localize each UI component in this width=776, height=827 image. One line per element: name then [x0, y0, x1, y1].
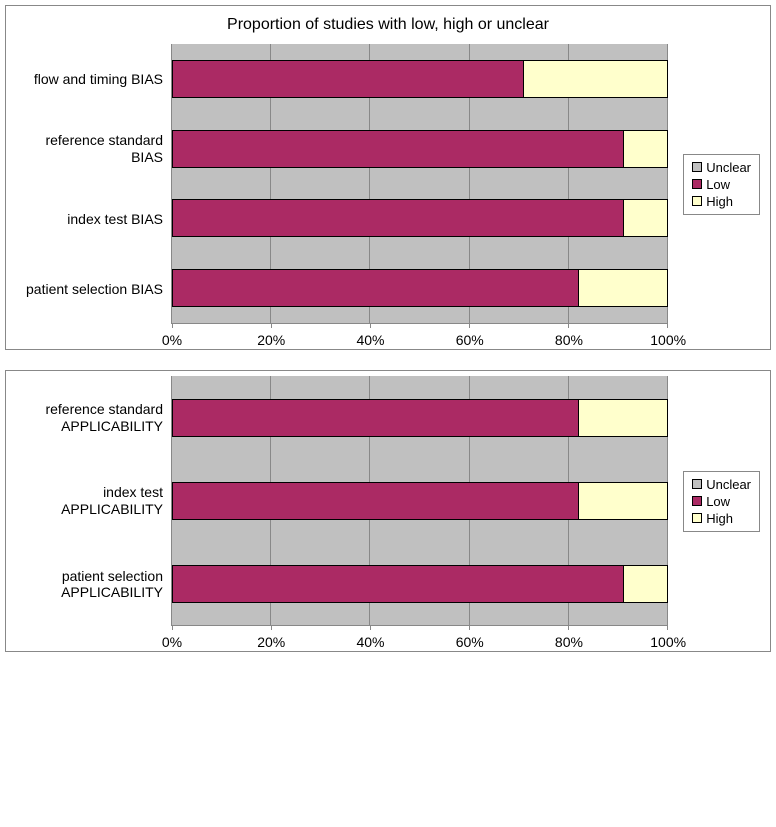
legend-label: Low: [706, 494, 730, 509]
legend-swatch: [692, 496, 702, 506]
y-axis-label: reference standardAPPLICABILITY: [16, 376, 163, 459]
x-axis-labels-1: 0%20%40%60%80%100%: [172, 332, 668, 348]
bar-row: [172, 399, 668, 437]
legend-1: Unclear Low High: [683, 154, 760, 215]
x-tick: [172, 625, 173, 630]
x-tick: [568, 625, 569, 630]
bar-segment-high: [579, 482, 668, 520]
x-tick: [469, 625, 470, 630]
bar-segment-low: [172, 60, 524, 98]
bar-segment-low: [172, 269, 579, 307]
plot-area-1: 0%20%40%60%80%100%: [171, 44, 668, 324]
legend-item: Unclear: [692, 159, 751, 176]
chart-panel-1: Proportion of studies with low, high or …: [5, 5, 771, 350]
y-axis-label: index test BIAS: [16, 184, 163, 254]
chart-panel-2: reference standardAPPLICABILITYindex tes…: [5, 370, 771, 652]
bar-segment-high: [624, 199, 669, 237]
x-ticks-2: [172, 625, 668, 630]
bar-row: [172, 60, 668, 98]
x-tick: [568, 323, 569, 328]
bar-segment-low: [172, 482, 579, 520]
bar-row: [172, 269, 668, 307]
bar-segment-low: [172, 399, 579, 437]
legend-label: High: [706, 511, 733, 526]
legend-item: High: [692, 193, 751, 210]
x-tick: [370, 625, 371, 630]
legend-item: Low: [692, 493, 751, 510]
bar-segment-high: [579, 399, 668, 437]
legend-swatch: [692, 479, 702, 489]
legend-swatch: [692, 196, 702, 206]
legend-label: Unclear: [706, 477, 751, 492]
legend-label: High: [706, 194, 733, 209]
y-axis-label: patient selection BIAS: [16, 254, 163, 324]
bar-segment-high: [624, 565, 669, 603]
bar-segment-low: [172, 130, 624, 168]
y-axis-labels-2: reference standardAPPLICABILITYindex tes…: [16, 376, 171, 626]
bars-container-2: [172, 376, 668, 625]
chart-body-2: reference standardAPPLICABILITYindex tes…: [6, 371, 770, 651]
x-ticks-1: [172, 323, 668, 328]
x-tick: [271, 323, 272, 328]
legend-swatch: [692, 179, 702, 189]
legend-2: Unclear Low High: [683, 471, 760, 532]
bar-segment-high: [624, 130, 669, 168]
legend-item: Low: [692, 176, 751, 193]
chart-title: Proportion of studies with low, high or …: [6, 6, 770, 39]
x-tick: [469, 323, 470, 328]
bars-container-1: [172, 44, 668, 323]
legend-label: Low: [706, 177, 730, 192]
plot-area-2: 0%20%40%60%80%100%: [171, 376, 668, 626]
x-tick: [370, 323, 371, 328]
legend-swatch: [692, 162, 702, 172]
legend-item: High: [692, 510, 751, 527]
y-axis-label: flow and timing BIAS: [16, 44, 163, 114]
bar-row: [172, 482, 668, 520]
bar-row: [172, 199, 668, 237]
legend-swatch: [692, 513, 702, 523]
bar-segment-low: [172, 565, 624, 603]
bar-segment-low: [172, 199, 624, 237]
x-tick: [667, 625, 668, 630]
chart-container: Proportion of studies with low, high or …: [0, 0, 776, 677]
legend-label: Unclear: [706, 160, 751, 175]
x-tick: [271, 625, 272, 630]
y-axis-label: index testAPPLICABILITY: [16, 459, 163, 542]
bar-segment-high: [579, 269, 668, 307]
x-tick: [172, 323, 173, 328]
y-axis-label: reference standardBIAS: [16, 114, 163, 184]
chart-body-1: flow and timing BIASreference standardBI…: [6, 39, 770, 349]
x-tick: [667, 323, 668, 328]
x-axis-labels-2: 0%20%40%60%80%100%: [172, 634, 668, 650]
bar-row: [172, 565, 668, 603]
y-axis-labels-1: flow and timing BIASreference standardBI…: [16, 44, 171, 324]
bar-segment-high: [524, 60, 668, 98]
y-axis-label: patient selectionAPPLICABILITY: [16, 543, 163, 626]
legend-item: Unclear: [692, 476, 751, 493]
bar-row: [172, 130, 668, 168]
